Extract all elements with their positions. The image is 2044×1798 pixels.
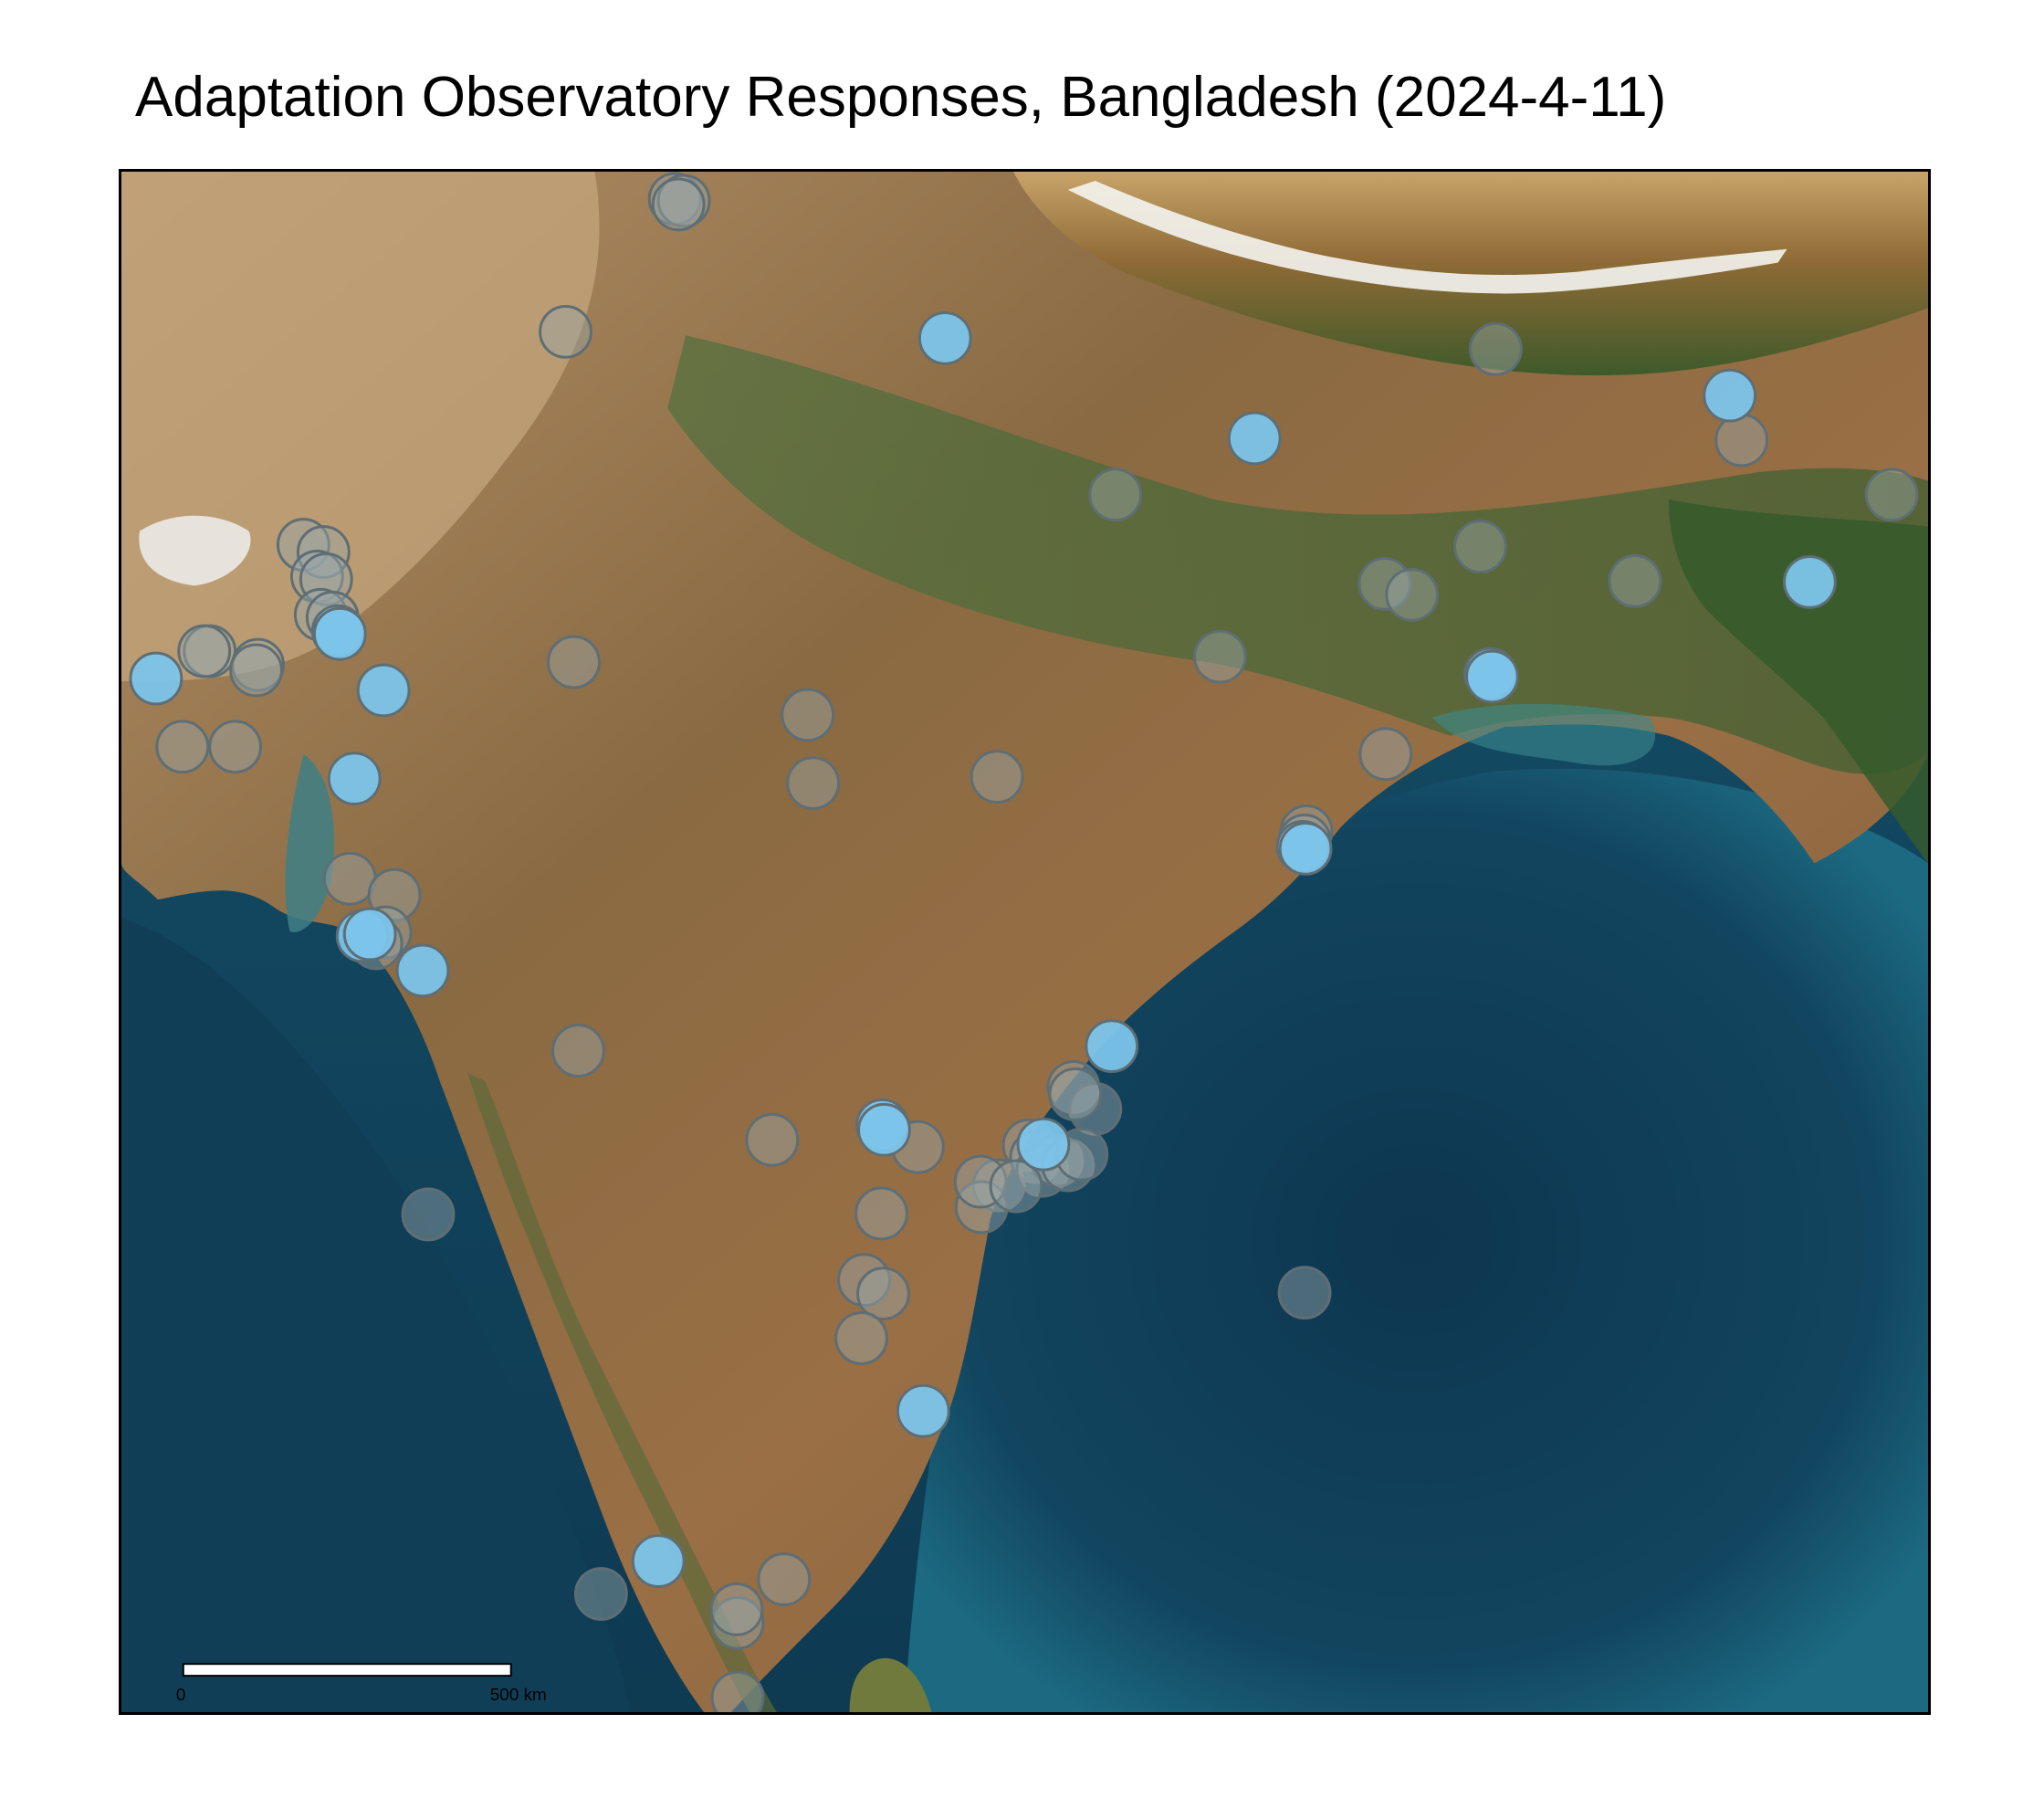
response-marker-highlighted[interactable] bbox=[1085, 1019, 1139, 1073]
scale-end-label: 500 km bbox=[490, 1686, 547, 1705]
response-marker[interactable] bbox=[551, 1024, 605, 1078]
response-marker-highlighted[interactable] bbox=[896, 1383, 950, 1438]
gulf-of-khambhat bbox=[285, 753, 335, 932]
scale-bar: 0 500 km bbox=[176, 1663, 547, 1705]
response-marker-highlighted[interactable] bbox=[917, 310, 972, 365]
rann-of-kutch bbox=[139, 515, 251, 586]
response-marker[interactable] bbox=[1385, 567, 1440, 622]
response-marker[interactable] bbox=[953, 1154, 1008, 1209]
response-marker-highlighted[interactable] bbox=[1782, 555, 1837, 609]
response-marker-highlighted[interactable] bbox=[631, 1534, 686, 1588]
response-marker[interactable] bbox=[709, 1582, 764, 1636]
response-marker[interactable] bbox=[1714, 413, 1769, 468]
response-marker-highlighted[interactable] bbox=[1278, 821, 1333, 876]
response-marker-highlighted[interactable] bbox=[356, 663, 411, 718]
response-marker-highlighted[interactable] bbox=[327, 752, 382, 806]
northeast-hills bbox=[1668, 499, 1928, 864]
response-marker[interactable] bbox=[1453, 520, 1507, 573]
response-marker[interactable] bbox=[745, 1112, 800, 1167]
western-ghats bbox=[466, 1072, 777, 1712]
response-marker[interactable] bbox=[155, 720, 210, 774]
scale-start-label: 0 bbox=[176, 1686, 186, 1705]
response-marker-highlighted[interactable] bbox=[1227, 411, 1282, 466]
response-marker[interactable] bbox=[786, 756, 841, 811]
map-frame[interactable]: 0 500 km bbox=[119, 169, 1931, 1715]
response-marker[interactable] bbox=[781, 688, 835, 742]
response-marker[interactable] bbox=[1277, 1266, 1332, 1320]
himalayas bbox=[1013, 172, 1928, 376]
response-marker-highlighted[interactable] bbox=[857, 1102, 911, 1157]
response-marker[interactable] bbox=[1357, 556, 1412, 611]
map-title: Adaptation Observatory Responses, Bangla… bbox=[135, 66, 1667, 129]
response-marker-highlighted[interactable] bbox=[312, 606, 367, 661]
response-marker[interactable] bbox=[229, 643, 283, 698]
response-marker-highlighted[interactable] bbox=[1016, 1117, 1071, 1172]
response-marker[interactable] bbox=[1088, 468, 1143, 522]
response-markers[interactable] bbox=[129, 172, 1919, 1712]
response-marker[interactable] bbox=[547, 635, 601, 689]
response-marker[interactable] bbox=[1048, 1067, 1103, 1121]
response-marker[interactable] bbox=[177, 624, 232, 678]
response-marker[interactable] bbox=[573, 1567, 628, 1621]
response-marker-highlighted[interactable] bbox=[1465, 649, 1519, 704]
response-marker[interactable] bbox=[1192, 629, 1247, 684]
response-marker[interactable] bbox=[208, 720, 263, 774]
response-marker[interactable] bbox=[1469, 321, 1523, 376]
response-marker[interactable] bbox=[971, 1158, 1026, 1213]
response-marker[interactable] bbox=[710, 1595, 765, 1650]
response-marker-highlighted[interactable] bbox=[129, 651, 183, 706]
sri-lanka bbox=[849, 1657, 932, 1712]
response-marker[interactable] bbox=[539, 304, 592, 359]
bay-of-bengal bbox=[904, 768, 1928, 1712]
gangetic-plain bbox=[667, 335, 1928, 774]
arabian-sea bbox=[121, 918, 632, 1712]
response-marker-highlighted[interactable] bbox=[395, 943, 450, 998]
response-marker[interactable] bbox=[757, 1552, 812, 1606]
ganges-delta bbox=[1431, 703, 1656, 766]
response-marker-highlighted[interactable] bbox=[1703, 368, 1757, 423]
response-marker[interactable] bbox=[856, 1267, 910, 1321]
satellite-map[interactable]: 0 500 km bbox=[121, 172, 1928, 1712]
response-marker[interactable] bbox=[854, 1186, 908, 1241]
response-marker[interactable] bbox=[837, 1253, 891, 1308]
response-marker-highlighted[interactable] bbox=[342, 907, 397, 962]
response-marker[interactable] bbox=[970, 750, 1024, 804]
response-marker[interactable] bbox=[651, 177, 706, 232]
response-marker[interactable] bbox=[1864, 468, 1919, 522]
response-marker[interactable] bbox=[989, 1159, 1043, 1214]
response-marker[interactable] bbox=[1358, 727, 1413, 782]
response-marker[interactable] bbox=[1608, 554, 1662, 608]
snow-caps bbox=[1067, 180, 1787, 294]
response-marker[interactable] bbox=[710, 1670, 765, 1712]
scale-bar-line bbox=[182, 1663, 512, 1677]
response-marker[interactable] bbox=[834, 1311, 888, 1365]
response-marker[interactable] bbox=[401, 1187, 456, 1242]
